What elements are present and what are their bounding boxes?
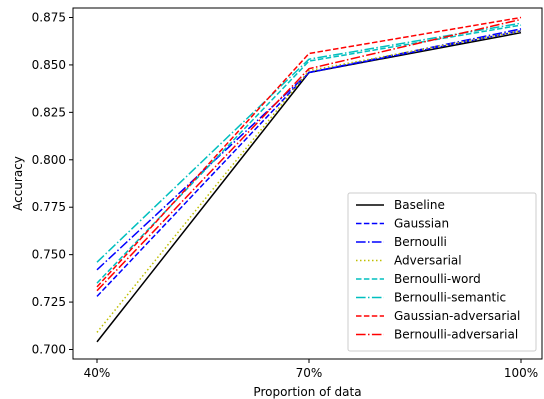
y-tick-label: 0.825 — [32, 105, 66, 119]
y-tick-label: 0.850 — [32, 58, 66, 72]
legend-entry: Baseline — [394, 198, 445, 212]
y-tick-label: 0.800 — [32, 153, 66, 167]
x-axis: 40% 70% 100% — [84, 359, 538, 380]
x-tick-label: 40% — [84, 366, 111, 380]
x-tick-label: 100% — [504, 366, 538, 380]
x-tick-label: 70% — [296, 366, 323, 380]
y-tick-label: 0.750 — [32, 248, 66, 262]
y-tick-label: 0.725 — [32, 295, 66, 309]
legend: Baseline Gaussian Bernoulli Adversarial Bern… — [348, 193, 536, 351]
legend-entry: Gaussian — [394, 217, 449, 231]
y-axis-label: Accuracy — [11, 156, 25, 211]
legend-entry: Gaussian-adversarial — [394, 309, 520, 323]
y-tick-label: 0.775 — [32, 200, 66, 214]
legend-entry: Bernoulli — [394, 235, 447, 249]
legend-entry: Bernoulli-adversarial — [394, 328, 518, 342]
y-tick-label: 0.875 — [32, 10, 66, 24]
legend-entry: Adversarial — [394, 254, 462, 268]
legend-entry: Bernoulli-semantic — [394, 291, 506, 305]
legend-entry: Bernoulli-word — [394, 272, 481, 286]
x-axis-label: Proportion of data — [253, 385, 361, 399]
y-axis: 0.700 0.725 0.750 0.775 0.800 0.825 0.850 0.875 — [32, 10, 73, 356]
y-tick-label: 0.700 — [32, 343, 66, 357]
